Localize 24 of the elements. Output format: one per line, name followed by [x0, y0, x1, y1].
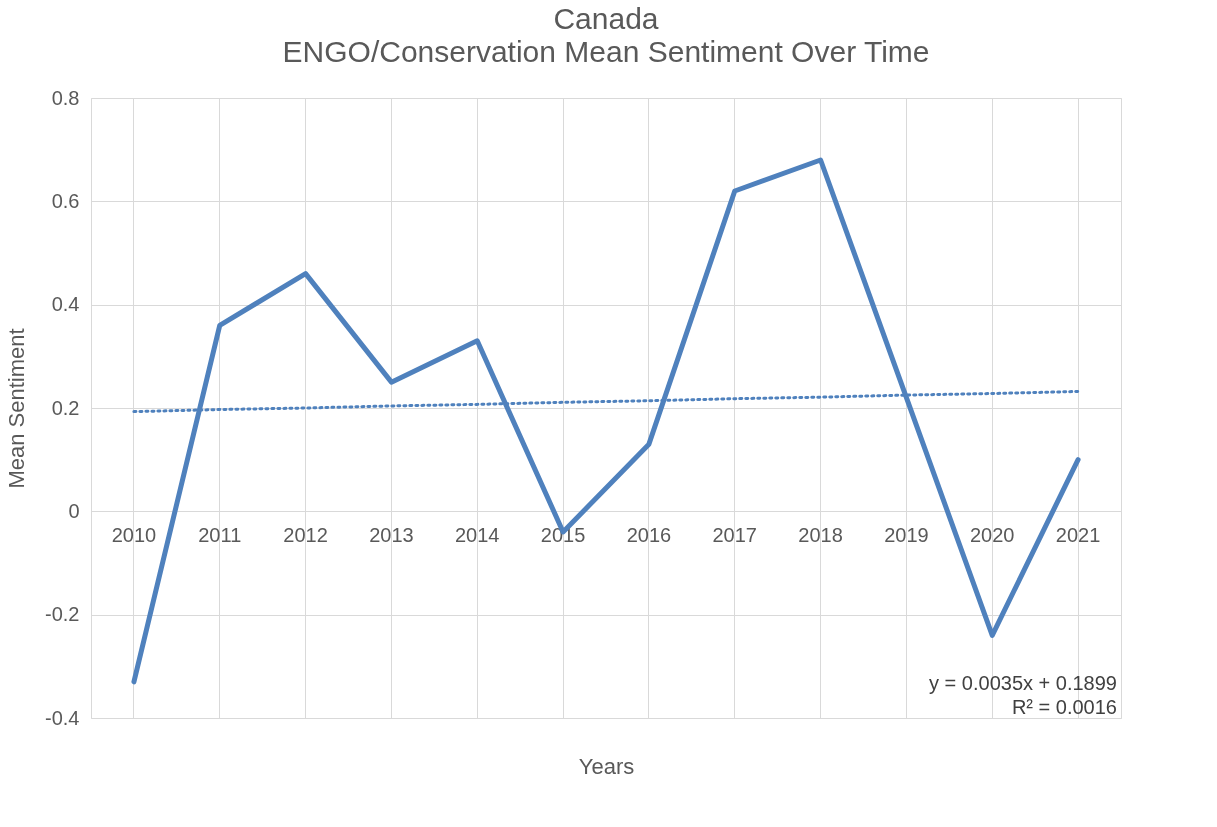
y-tick-label: 0.4 — [51, 293, 80, 316]
x-tick-label: 2019 — [884, 523, 929, 546]
x-tick-label: 2010 — [111, 523, 157, 546]
y-tick-label: 0.6 — [51, 189, 80, 212]
y-axis-title: Mean Sentiment — [4, 328, 30, 489]
x-tick-label: 2020 — [970, 523, 1015, 546]
y-tick-label: -0.4 — [45, 706, 80, 729]
x-tick-label: 2017 — [712, 523, 757, 546]
x-tick-label: 2016 — [626, 523, 672, 546]
x-tick-label: 2011 — [198, 523, 242, 546]
y-tick-label: 0 — [68, 499, 80, 522]
x-tick-label: 2021 — [1055, 523, 1101, 546]
x-tick-label: 2013 — [369, 523, 414, 546]
x-tick-label: 2014 — [455, 523, 500, 546]
x-tick-label: 2018 — [798, 523, 843, 546]
annotation: R² = 0.0016 — [1011, 696, 1117, 718]
chart-subtitle: ENGO/Conservation Mean Sentiment Over Time — [282, 35, 930, 68]
chart-title: Canada — [553, 2, 659, 35]
y-tick-label: 0.2 — [51, 396, 80, 419]
y-tick-label: -0.2 — [45, 603, 80, 626]
x-tick-label: 2012 — [283, 523, 328, 546]
y-tick-label: 0.8 — [51, 86, 80, 109]
x-axis-title: Years — [578, 753, 635, 779]
annotation: y = 0.0035x + 0.1899 — [929, 672, 1117, 694]
